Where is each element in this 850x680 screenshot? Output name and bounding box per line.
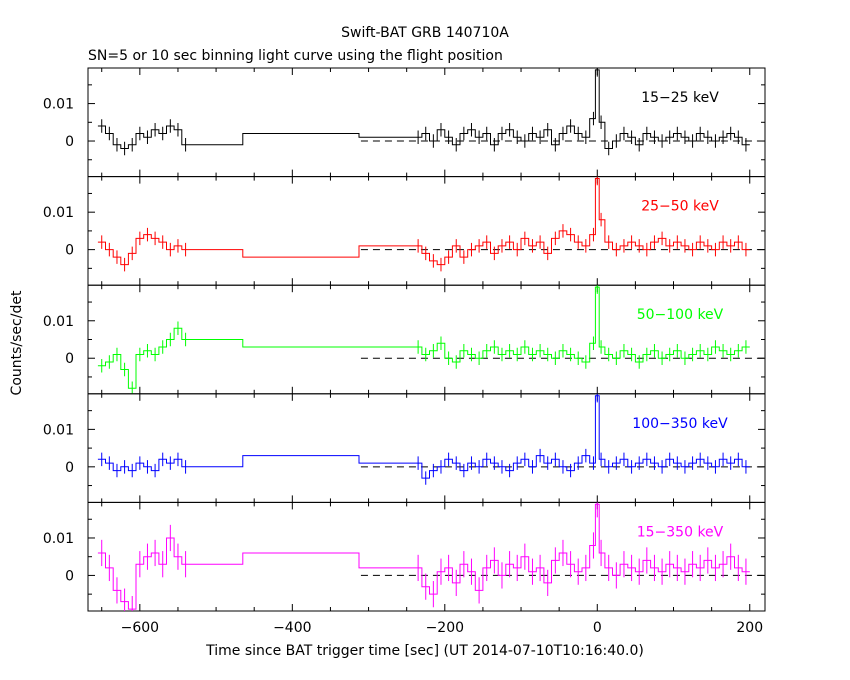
y-tick-label: 0.01 (43, 97, 74, 113)
x-tick-label: −600 (121, 620, 159, 636)
y-tick-label: 0 (65, 568, 74, 584)
series-line (97, 395, 750, 479)
panel-4: 0 0.01 100−350 keV (43, 393, 766, 503)
panel-1: 0 0.01 15−25 keV (43, 67, 766, 178)
x-tick-label: 200 (736, 620, 763, 636)
y-tick-label: 0 (65, 460, 74, 476)
y-axis-label: Counts/sec/det (9, 290, 25, 395)
chart-title: Swift-BAT GRB 140710A (341, 25, 509, 41)
panel-3: 0 0.01 50−100 keV (43, 284, 766, 395)
panel-5: 0 0.01 15−350 keV (43, 501, 766, 612)
y-tick-label: 0.01 (43, 531, 74, 547)
panel-2: 0 0.01 25−50 keV (43, 176, 766, 286)
series-line (97, 286, 750, 389)
panel-frame (87, 501, 766, 612)
x-tick-label: 0 (593, 620, 602, 636)
x-tick-label: −200 (426, 620, 464, 636)
series-line (97, 178, 750, 266)
chart-subtitle: SN=5 or 10 sec binning light curve using… (88, 48, 503, 64)
y-tick-label: 0.01 (43, 422, 74, 438)
panel-frame (87, 393, 766, 503)
x-tick-label: −400 (273, 620, 311, 636)
band-label: 25−50 keV (641, 199, 719, 215)
panel-frame (87, 67, 766, 178)
panel-frame (87, 176, 766, 286)
series-line (97, 69, 750, 149)
band-label: 100−350 keV (632, 416, 728, 432)
band-label: 15−25 keV (641, 90, 719, 106)
y-tick-label: 0 (65, 134, 74, 150)
band-label: 15−350 keV (637, 524, 724, 540)
panels-group: 0 0.01 15−25 keV 0 0.01 25−50 keV 0 0.01 50−100 … (43, 67, 766, 636)
y-tick-label: 0.01 (43, 314, 74, 330)
band-label: 50−100 keV (637, 307, 724, 323)
series-line (97, 503, 750, 610)
y-tick-label: 0 (65, 243, 74, 259)
y-tick-label: 0.01 (43, 205, 74, 221)
y-tick-label: 0 (65, 351, 74, 367)
x-axis-label: Time since BAT trigger time [sec] (UT 20… (205, 643, 644, 659)
